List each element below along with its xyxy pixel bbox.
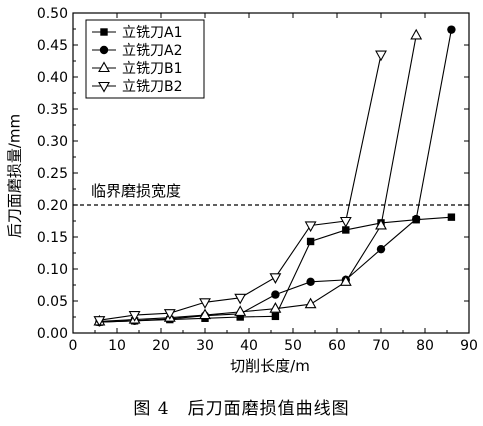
x-tick-label: 30	[196, 338, 214, 354]
data-point-series-3	[234, 305, 247, 316]
data-point-series-2	[271, 290, 280, 299]
y-tick-label: 0.25	[37, 166, 68, 182]
data-point-series-2	[306, 277, 315, 286]
y-tick-label: 0.30	[37, 134, 68, 150]
y-tick-label: 0.40	[37, 70, 68, 86]
data-point-series-2	[447, 25, 456, 34]
x-tick-label: 70	[372, 338, 390, 354]
data-point-series-1	[447, 213, 456, 221]
threshold-label: 临界磨损宽度	[91, 182, 182, 200]
x-tick-label: 90	[460, 338, 478, 354]
figure-caption: 图 4 后刀面磨损值曲线图	[133, 399, 350, 419]
data-point-series-3	[199, 308, 211, 320]
x-tick-label: 50	[284, 338, 302, 354]
data-point-series-4	[128, 311, 141, 322]
data-point-series-3	[269, 302, 282, 313]
y-axis-label: 后刀面磨损量/mm	[5, 113, 24, 239]
series-line-3	[99, 35, 417, 323]
data-point-series-4	[375, 50, 387, 62]
legend-label: 立铣刀B2	[122, 79, 183, 95]
y-tick-label: 0.10	[37, 262, 68, 278]
data-point-series-1	[306, 237, 315, 246]
data-point-series-3	[339, 275, 352, 286]
data-point-series-4	[93, 316, 106, 327]
x-tick-label: 20	[152, 338, 170, 354]
legend-marker	[99, 45, 109, 55]
x-tick-label: 0	[69, 338, 78, 354]
data-point-series-1	[271, 312, 280, 321]
legend-marker	[98, 81, 110, 93]
x-tick-label: 10	[108, 338, 126, 354]
data-point-series-4	[304, 221, 317, 233]
data-point-series-4	[199, 298, 211, 309]
data-point-series-3	[375, 218, 387, 230]
data-point-series-3	[304, 297, 317, 309]
x-tick-label: 40	[240, 338, 258, 354]
y-tick-label: 0.35	[37, 102, 68, 118]
data-point-series-3	[410, 28, 423, 40]
x-tick-label: 80	[416, 338, 434, 354]
data-point-series-2	[376, 244, 386, 254]
legend-label: 立铣刀A1	[122, 25, 182, 41]
legend-marker	[98, 61, 110, 73]
legend-label: 立铣刀B1	[122, 61, 183, 77]
y-tick-label: 0.05	[37, 294, 68, 310]
legend-label: 立铣刀A2	[122, 43, 182, 59]
data-point-series-4	[234, 293, 247, 305]
y-tick-label: 0.20	[37, 198, 68, 214]
data-point-series-4	[339, 216, 352, 228]
data-point-series-4	[163, 309, 176, 320]
y-tick-label: 0.00	[37, 326, 68, 342]
data-point-series-1	[342, 226, 350, 234]
data-point-series-2	[412, 214, 421, 224]
y-tick-label: 0.45	[37, 38, 68, 54]
x-tick-label: 60	[328, 338, 346, 354]
y-tick-label: 0.15	[37, 230, 68, 246]
legend-marker	[100, 28, 108, 36]
data-point-series-4	[269, 273, 282, 284]
y-tick-label: 0.50	[37, 6, 68, 22]
x-axis-label: 切削长度/m	[230, 357, 310, 375]
